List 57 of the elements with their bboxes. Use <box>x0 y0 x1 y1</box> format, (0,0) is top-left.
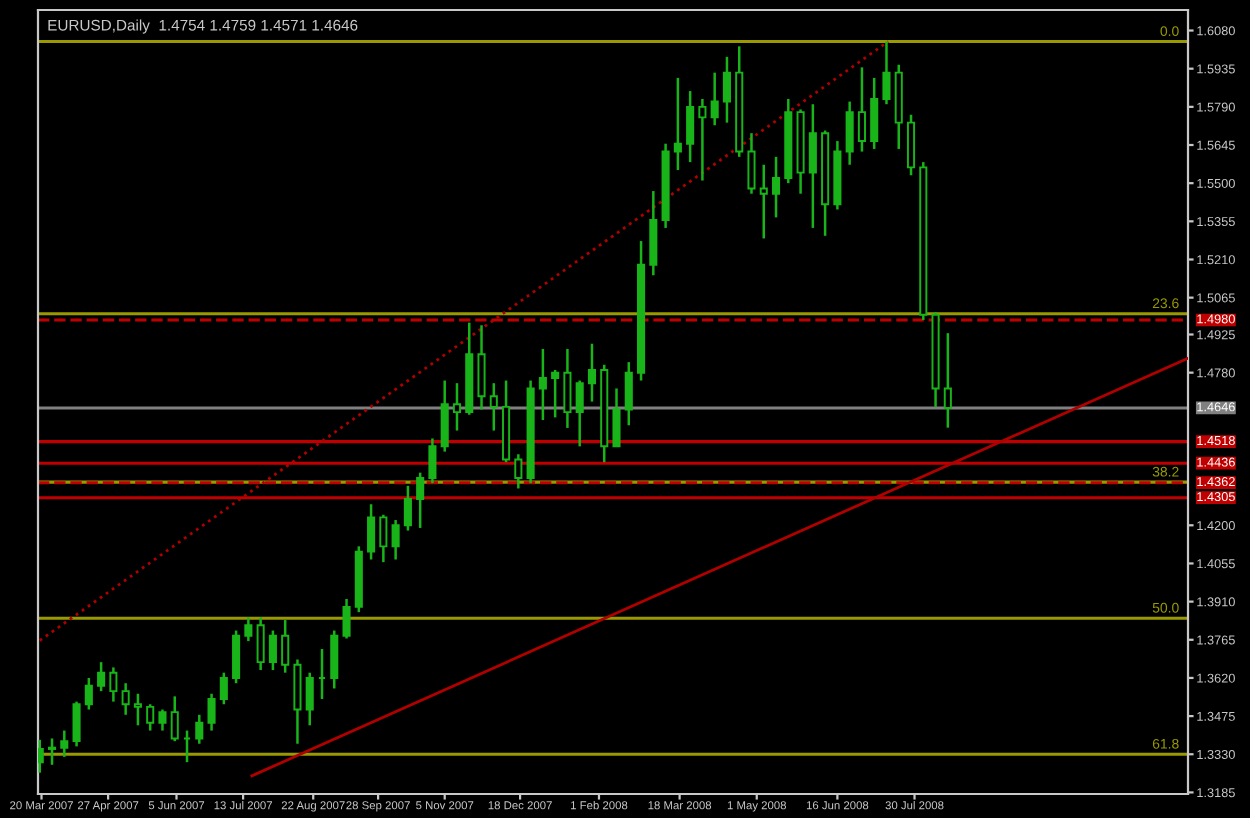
candlestick <box>772 155 781 219</box>
candlestick <box>293 658 302 745</box>
candlestick <box>575 379 584 448</box>
candlestick <box>477 324 486 411</box>
candlestick <box>133 692 142 727</box>
candlestick <box>416 471 425 530</box>
candlestick <box>146 703 155 732</box>
candlestick <box>551 368 560 419</box>
candlestick <box>72 700 81 748</box>
candlestick <box>109 666 118 703</box>
candlestick <box>563 347 572 430</box>
candlestick <box>268 629 277 672</box>
candlestick <box>379 513 388 564</box>
candlestick <box>330 629 339 690</box>
candlestick <box>857 66 866 153</box>
candlestick <box>870 76 879 151</box>
candlestick <box>84 676 93 711</box>
candlestick <box>342 597 351 640</box>
candlestick <box>60 729 69 759</box>
candlestick <box>281 618 290 674</box>
candlestick <box>403 484 412 532</box>
candlestick <box>612 387 621 448</box>
candlestick <box>452 381 462 432</box>
candlestick <box>649 189 658 277</box>
candlestick <box>673 76 682 172</box>
candlestick <box>538 347 547 422</box>
candlestick <box>698 97 707 182</box>
candlestick <box>722 55 731 124</box>
candlestick <box>710 71 719 127</box>
candlestick <box>207 692 216 732</box>
candlestick <box>686 89 695 164</box>
candlestick <box>845 100 854 166</box>
candlestick <box>943 331 952 429</box>
candlestick <box>158 708 167 732</box>
candlestick <box>170 695 179 743</box>
candlestick <box>624 360 633 427</box>
candlestick <box>256 616 265 672</box>
candlestick <box>808 102 817 230</box>
candlestick <box>882 40 891 106</box>
candlestick <box>747 131 756 195</box>
candlestick <box>97 660 106 693</box>
candlestick <box>232 629 241 685</box>
candlestick <box>47 737 57 767</box>
candlestick <box>219 671 228 706</box>
candlestick <box>244 616 253 643</box>
candlestick <box>440 379 449 453</box>
candlestick <box>195 713 204 745</box>
candlestick <box>428 437 437 485</box>
candlestick <box>367 502 376 561</box>
candlestick <box>305 671 314 727</box>
candlestick <box>391 518 400 561</box>
candlestick <box>514 452 523 490</box>
candlestick <box>489 381 498 432</box>
candlestick <box>906 113 916 177</box>
candlestick <box>587 342 596 403</box>
candlestick <box>759 163 768 240</box>
candlestick <box>121 681 130 717</box>
